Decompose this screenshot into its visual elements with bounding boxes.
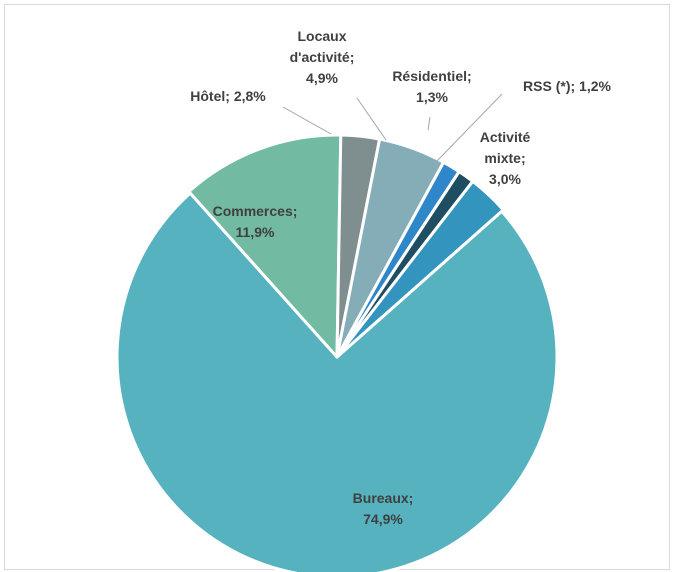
data-label-r-sidentiel: Résidentiel; 1,3%	[392, 68, 471, 105]
data-label-activit-mixte: Activité mixte; 3,0%	[480, 129, 531, 187]
leader-line-locaux-d-activit	[356, 97, 387, 141]
data-label-locaux-d-activit: Locaux d'activité; 4,9%	[290, 28, 355, 86]
pie-slice-bureaux	[115, 191, 559, 572]
leader-line-h-tel	[282, 106, 332, 135]
data-label-h-tel: Hôtel; 2,8%	[190, 88, 266, 104]
leader-line-rss	[436, 93, 503, 162]
data-label-bureaux: Bureaux; 74,9%	[353, 490, 414, 527]
pie-slice-commerces	[187, 133, 343, 359]
data-label-rss: RSS (*); 1,2%	[523, 78, 611, 94]
data-label-commerces: Commerces; 11,9%	[213, 203, 298, 240]
pie-slice-activit-mixte	[335, 179, 505, 359]
leader-line-r-sidentiel	[427, 116, 431, 131]
